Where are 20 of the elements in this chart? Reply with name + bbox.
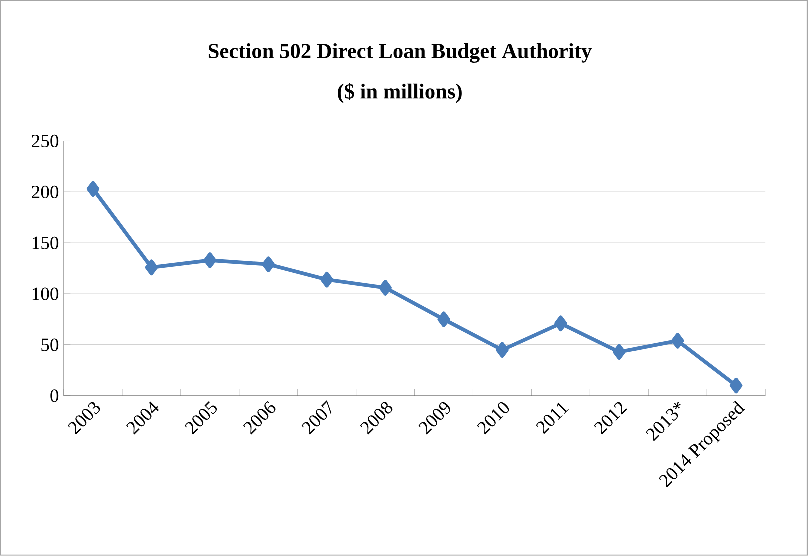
y-tick-label: 100 (32, 288, 59, 300)
point (379, 280, 392, 296)
y-tick-label: 200 (32, 186, 59, 199)
chart-title: Section 502 Direct Loan Budget Authority (208, 43, 592, 64)
y-tick-label: 250 (32, 134, 59, 148)
point (438, 312, 450, 328)
point (320, 272, 334, 288)
y-tick-label: 0 (50, 390, 59, 402)
chart-subtitle: ($ in millions) (338, 83, 462, 104)
point (730, 378, 743, 394)
y-tick-label: 50 (42, 338, 59, 352)
point (204, 252, 217, 268)
point (145, 260, 158, 276)
point (671, 333, 684, 349)
point (613, 344, 626, 360)
point (86, 181, 100, 198)
point (496, 342, 509, 358)
point (554, 316, 568, 332)
point (262, 256, 275, 272)
y-tick-label: 150 (32, 236, 59, 250)
